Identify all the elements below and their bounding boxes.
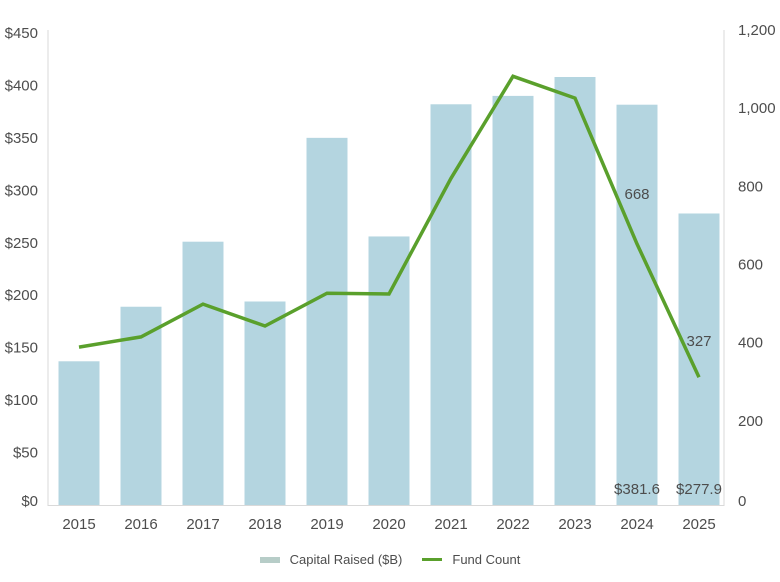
x-tick-label: 2019: [310, 516, 343, 533]
left-tick-label: $350: [5, 130, 38, 147]
left-tick-label: $450: [5, 25, 38, 42]
bar-2019: [306, 137, 348, 505]
data-labels: $381.6 $277.9 668 327: [614, 186, 722, 498]
data-label: $277.9: [676, 481, 722, 498]
bar-2020: [368, 236, 410, 505]
legend-label-fund-count: Fund Count: [452, 552, 521, 567]
legend-label-capital-raised: Capital Raised ($B): [289, 552, 403, 567]
x-tick-label: 2015: [62, 516, 95, 533]
legend: Capital Raised ($B) Fund Count: [0, 552, 780, 567]
x-tick-label: 2020: [372, 516, 405, 533]
left-tick-label: $300: [5, 182, 38, 199]
bar-2025: [678, 213, 720, 505]
data-label: 327: [686, 333, 711, 350]
bar-2022: [492, 95, 534, 505]
legend-item-fund-count: Fund Count: [422, 552, 520, 567]
x-tick-label: 2016: [124, 516, 157, 533]
left-tick-label: $250: [5, 235, 38, 252]
bar-2023: [554, 77, 596, 506]
legend-item-capital-raised: Capital Raised ($B): [259, 552, 403, 567]
right-tick-label: 600: [738, 257, 763, 274]
left-tick-label: $200: [5, 287, 38, 304]
x-tick-label: 2021: [434, 516, 467, 533]
data-label: $381.6: [614, 481, 660, 498]
left-y-axis: $0 $50 $100 $150 $200 $250 $300 $350 $400 $450: [5, 25, 38, 510]
left-tick-label: $400: [5, 77, 38, 94]
line-series-fund-count: [78, 74, 701, 378]
bar-swatch-icon: [259, 556, 280, 563]
x-tick-label: 2022: [496, 516, 529, 533]
bar-2018: [244, 301, 286, 505]
x-tick-label: 2025: [682, 516, 715, 533]
right-tick-label: 400: [738, 335, 763, 352]
fund-count-line: [78, 74, 701, 378]
right-tick-label: 200: [738, 413, 763, 430]
bar-2015: [58, 361, 100, 505]
right-y-axis: 0 200 400 600 800 1,000 1,200: [738, 22, 776, 510]
right-tick-label: 800: [738, 178, 763, 195]
x-tick-label: 2017: [186, 516, 219, 533]
bar-2021: [430, 104, 472, 506]
bar-2017: [182, 241, 224, 506]
x-tick-label: 2018: [248, 516, 281, 533]
left-tick-label: $50: [13, 445, 38, 462]
line-swatch-icon: [422, 558, 443, 561]
x-tick-label: 2023: [558, 516, 591, 533]
x-tick-label: 2024: [620, 516, 653, 533]
right-tick-label: 0: [738, 493, 746, 510]
right-tick-label: 1,200: [738, 22, 776, 39]
data-label: 668: [624, 186, 649, 203]
left-tick-label: $150: [5, 340, 38, 357]
x-axis-labels: 2015 2016 2017 2018 2019 2020 2021 2022 2023 2024…: [62, 516, 715, 533]
left-tick-label: $100: [5, 392, 38, 409]
bar-2024: [616, 104, 658, 505]
left-tick-label: $0: [21, 493, 38, 510]
right-tick-label: 1,000: [738, 100, 776, 117]
